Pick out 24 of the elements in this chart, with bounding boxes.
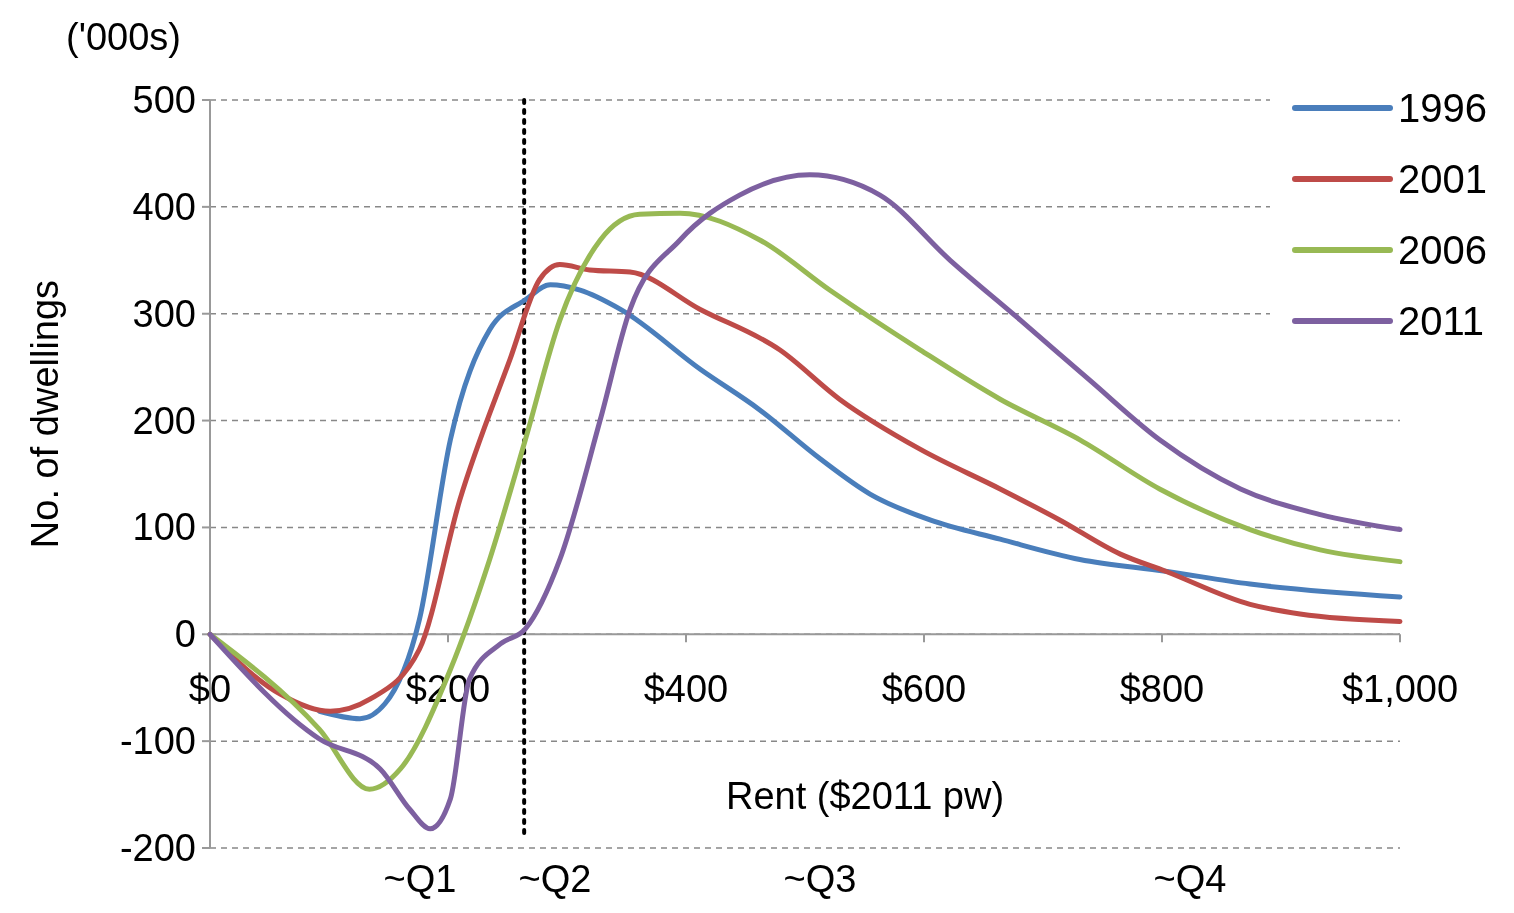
- y-tick-label: -200: [119, 827, 196, 869]
- y-axis-title: No. of dwellings: [24, 279, 66, 549]
- text: ~Q1: [383, 858, 457, 900]
- y-tick-label: 500: [132, 79, 196, 121]
- y-tick-label: -100: [119, 720, 196, 763]
- y-tick-label: 400: [132, 185, 196, 228]
- y-tick-label: 300: [132, 292, 196, 335]
- y-tick-label: 100: [132, 506, 196, 549]
- x-tick-label: $800: [1119, 668, 1205, 711]
- y-tick-label: 0: [174, 613, 196, 656]
- x-tick-label: $400: [643, 668, 729, 711]
- x-tick-label: $600: [881, 668, 967, 711]
- legend-label: 2001: [1398, 157, 1487, 201]
- legend-label: 2006: [1398, 228, 1487, 272]
- text: ~Q3: [783, 858, 857, 900]
- legend-label: 1996: [1398, 86, 1487, 130]
- text: ~Q2: [518, 858, 592, 900]
- text: ~Q4: [1153, 858, 1227, 900]
- y-tick-label: 200: [132, 399, 196, 442]
- text: ('000s): [66, 16, 181, 58]
- x-tick-label: $1,000: [1341, 668, 1459, 711]
- x-tick-label: $0: [188, 668, 232, 711]
- x-axis-title: Rent ($2011 pw): [725, 774, 1005, 817]
- legend-label: 2011: [1398, 299, 1485, 343]
